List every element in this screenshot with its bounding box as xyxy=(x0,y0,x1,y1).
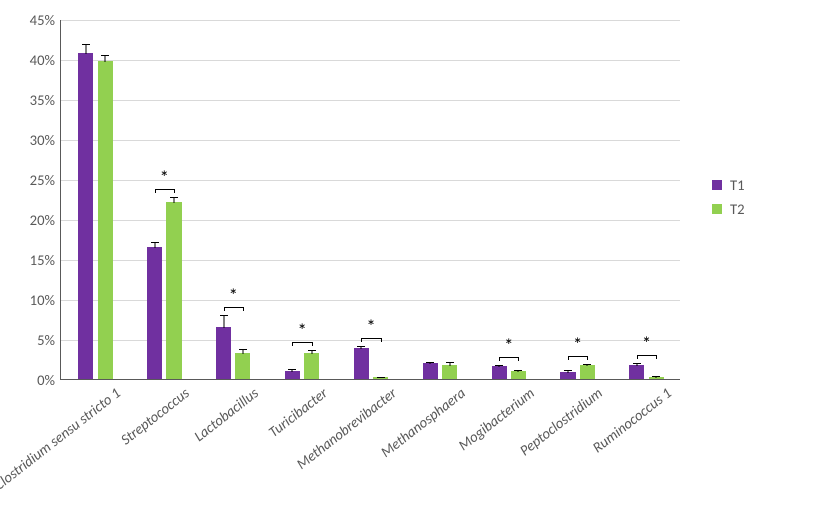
y-tick-label: 20% xyxy=(30,211,61,229)
bar-chart: 0% 5% 10% 15% 20% 25% 30% 35% 40% 45% Clostridium … xyxy=(0,0,820,520)
bar-T2 xyxy=(166,202,181,379)
legend: T1T2 xyxy=(712,170,745,224)
plot-area: 0%5%10%15%20%25%30%35%40%45%Clostridium … xyxy=(60,20,680,380)
x-tick-label: Lactobacillus xyxy=(187,379,262,445)
gridline xyxy=(61,140,680,141)
bar-T1 xyxy=(423,363,438,379)
bar-T2 xyxy=(98,61,113,379)
bar-T2 xyxy=(304,353,319,379)
x-tick-label: Clostridium sensu stricto 1 xyxy=(0,379,124,494)
bar-T1 xyxy=(147,247,162,379)
legend-item-T2: T2 xyxy=(712,200,745,218)
x-tick-label: Streptococcus xyxy=(113,379,192,448)
gridline xyxy=(61,20,680,21)
bar-T1 xyxy=(216,327,231,379)
y-tick-label: 25% xyxy=(30,171,61,189)
y-tick-label: 0% xyxy=(37,371,61,389)
bar-T1 xyxy=(354,348,369,379)
bar-T2 xyxy=(511,371,526,379)
bar-T1 xyxy=(560,372,575,379)
bar-T1 xyxy=(629,365,644,379)
bar-T1 xyxy=(492,366,507,379)
bar-T1 xyxy=(78,53,93,379)
legend-swatch xyxy=(712,180,722,190)
y-tick-label: 40% xyxy=(30,51,61,69)
y-tick-label: 30% xyxy=(30,131,61,149)
gridline xyxy=(61,100,680,101)
y-tick-label: 5% xyxy=(37,331,61,349)
legend-label: T1 xyxy=(730,176,745,194)
y-tick-label: 10% xyxy=(30,291,61,309)
bar-T2 xyxy=(580,365,595,379)
bar-T2 xyxy=(442,365,457,379)
y-tick-label: 45% xyxy=(30,11,61,29)
legend-item-T1: T1 xyxy=(712,176,745,194)
gridline xyxy=(61,220,680,221)
gridline xyxy=(61,60,680,61)
gridline xyxy=(61,180,680,181)
legend-swatch xyxy=(712,204,722,214)
bar-T1 xyxy=(285,371,300,379)
y-tick-label: 15% xyxy=(30,251,61,269)
bar-T2 xyxy=(235,353,250,379)
y-tick-label: 35% xyxy=(30,91,61,109)
legend-label: T2 xyxy=(730,200,745,218)
